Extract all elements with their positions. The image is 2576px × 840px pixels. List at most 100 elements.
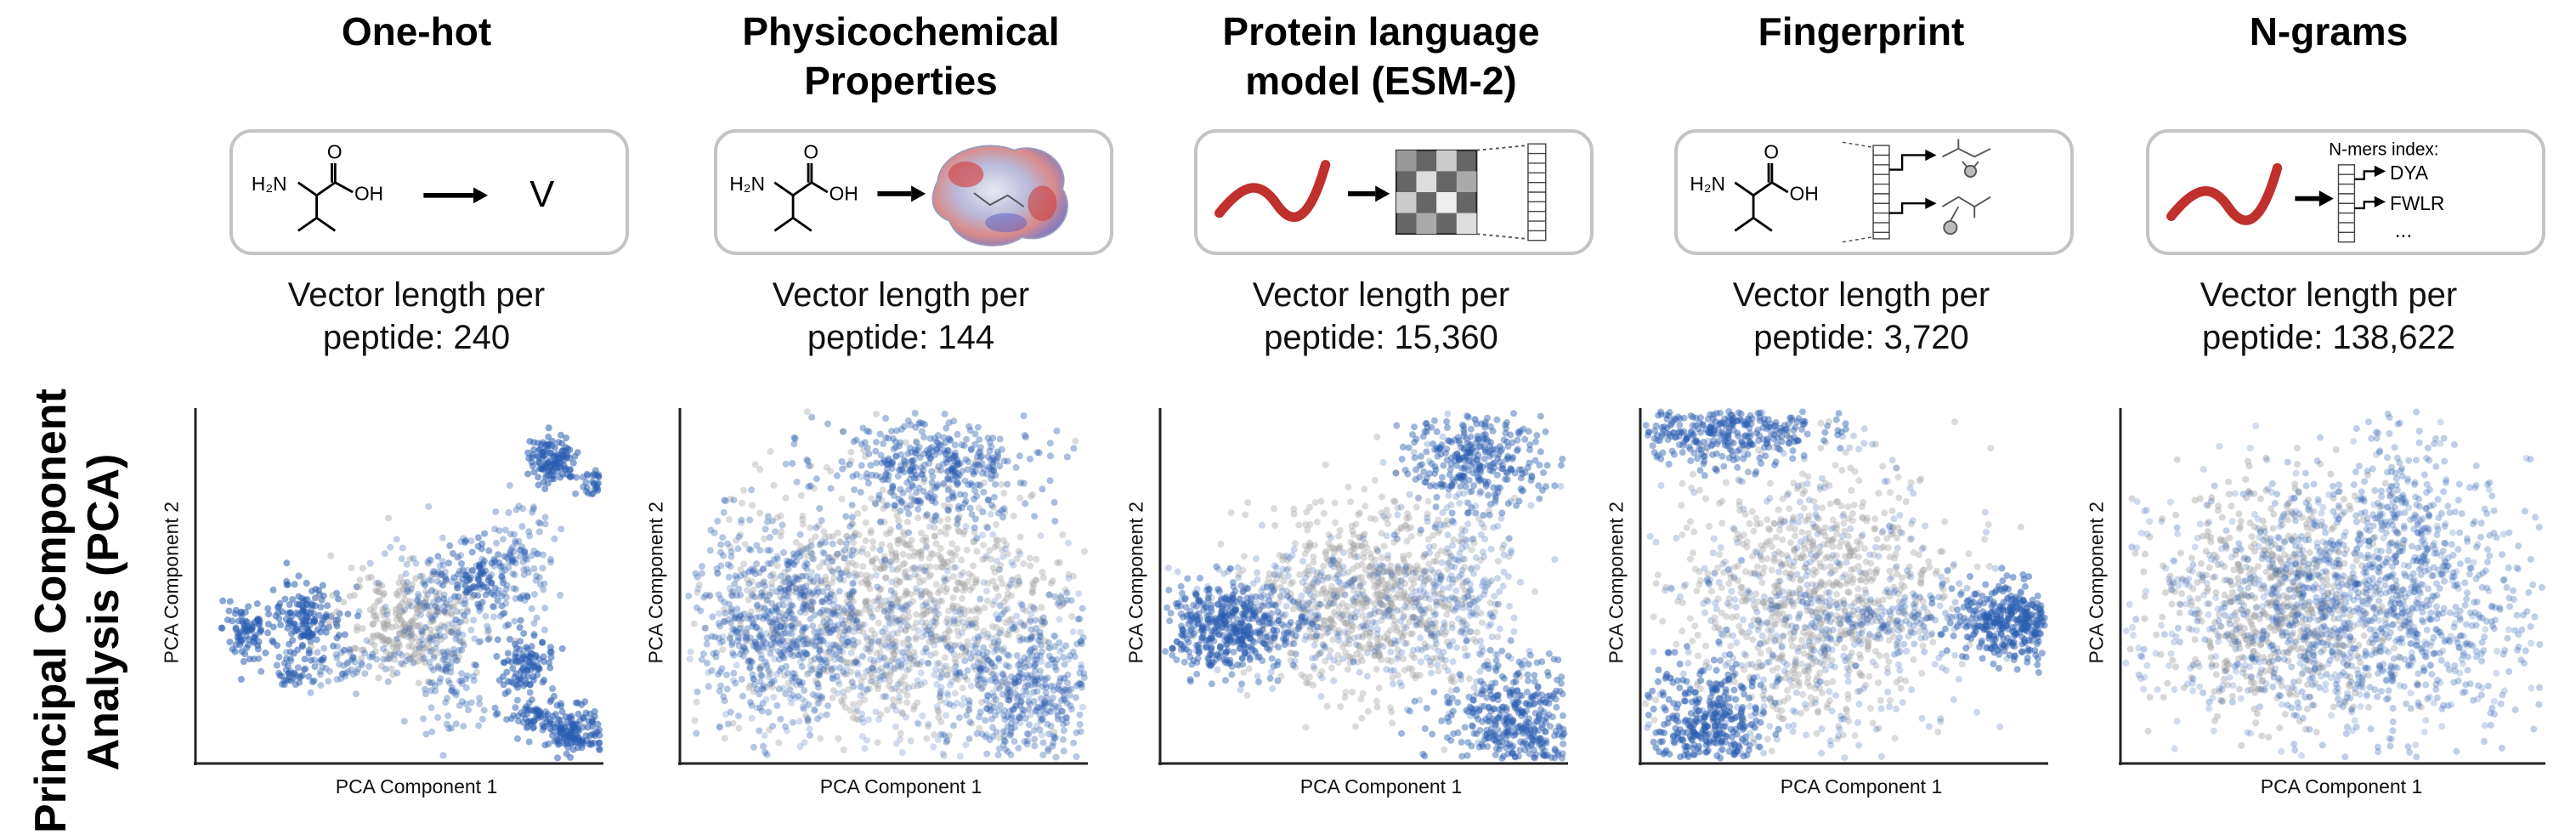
scatter-point xyxy=(826,594,834,601)
scatter-point xyxy=(799,516,807,523)
scatter-point xyxy=(912,471,920,479)
scatter-point xyxy=(977,699,985,706)
scatter-point xyxy=(814,700,822,707)
scatter-point xyxy=(843,591,851,599)
scatter-point xyxy=(841,658,848,666)
scatter-point xyxy=(484,636,492,644)
scatter-point xyxy=(462,701,470,708)
scatter-point xyxy=(945,419,953,427)
scatter-point xyxy=(925,627,932,634)
scatter-point xyxy=(720,617,728,625)
scatter-point xyxy=(1008,724,1015,732)
scatter-point xyxy=(370,620,377,627)
scatter-point xyxy=(736,613,744,620)
scatter-point xyxy=(854,672,862,679)
panel-one-hot: One-hot H₂N O OH V xyxy=(161,0,671,840)
scatter-point xyxy=(811,628,818,636)
scatter-point xyxy=(918,611,926,619)
scatter-point xyxy=(959,468,966,475)
scatter-point xyxy=(358,646,365,654)
scatter-point xyxy=(815,700,823,707)
scatter-point xyxy=(1056,648,1064,656)
scatter-point xyxy=(868,627,875,634)
scatter-point xyxy=(908,536,915,544)
scatter-point xyxy=(971,458,979,466)
scatter-point xyxy=(541,604,549,612)
scatter-point xyxy=(781,578,789,586)
scatter-point xyxy=(917,591,925,599)
scatter-point xyxy=(978,452,985,460)
scatter-point xyxy=(957,605,965,613)
scatter-point xyxy=(937,667,944,675)
scatter-point xyxy=(926,573,933,581)
scatter-point xyxy=(927,627,935,634)
scatter-point xyxy=(879,486,886,494)
scatter-point xyxy=(893,536,901,544)
scatter-point xyxy=(779,610,787,617)
scatter-point xyxy=(414,602,422,610)
scatter-point xyxy=(427,576,435,584)
scatter-point xyxy=(1009,625,1016,633)
scatter-point xyxy=(524,662,532,670)
scatter-point xyxy=(918,618,926,626)
scatter-point xyxy=(986,465,994,473)
scatter-point xyxy=(1033,676,1041,684)
scatter-point xyxy=(961,491,969,499)
scatter-point xyxy=(523,703,530,711)
scatter-point xyxy=(802,572,810,580)
scatter-point xyxy=(826,618,834,626)
scatter-point xyxy=(442,666,450,673)
scatter-point xyxy=(317,682,325,690)
scatter-point xyxy=(564,446,572,452)
scatter-point xyxy=(1320,562,1328,570)
scatter-point xyxy=(954,505,962,513)
scatter-point xyxy=(916,661,924,668)
scatter-point xyxy=(434,553,442,560)
scatter-point xyxy=(845,685,852,693)
scatter-point xyxy=(240,658,247,665)
scatter-point xyxy=(965,458,972,465)
scatter-point xyxy=(931,532,938,540)
scatter-point xyxy=(353,583,360,591)
scatter-point xyxy=(408,585,416,593)
scatter-point xyxy=(510,548,518,556)
scatter-point xyxy=(325,678,332,685)
scatter-point xyxy=(308,656,314,664)
scatter-point xyxy=(935,708,943,716)
scatter-point xyxy=(1036,638,1044,645)
scatter-point xyxy=(923,512,931,519)
scatter-point xyxy=(900,468,908,476)
scatter-point xyxy=(979,531,986,539)
scatter-point xyxy=(799,627,807,634)
scatter-point xyxy=(921,623,929,631)
scatter-point xyxy=(1039,485,1046,493)
scatter-point xyxy=(443,610,450,617)
scatter-point xyxy=(393,644,400,652)
scatter-point xyxy=(905,553,913,560)
scatter-point xyxy=(721,618,728,626)
scatter-point xyxy=(749,622,756,630)
scatter-point xyxy=(1040,702,1048,710)
scatter-point xyxy=(450,626,457,633)
scatter-point xyxy=(1362,539,1369,547)
scatter-point xyxy=(697,607,705,615)
scatter-point xyxy=(1317,497,1325,505)
scatter-point xyxy=(834,604,841,611)
scatter-point xyxy=(743,634,750,642)
scatter-point xyxy=(753,542,761,549)
scatter-point xyxy=(840,632,847,639)
scatter-point xyxy=(1016,550,1024,558)
scatter-point xyxy=(946,627,954,635)
scatter-point xyxy=(1413,672,1420,678)
scatter-point xyxy=(784,679,792,687)
scatter-point xyxy=(433,608,441,616)
scatter-point xyxy=(866,608,874,616)
scatter-point xyxy=(1051,663,1059,671)
scatter-point xyxy=(973,453,981,461)
scatter-point xyxy=(980,488,988,496)
scatter-point xyxy=(441,666,449,673)
scatter-point xyxy=(570,735,578,742)
scatter-point xyxy=(784,565,792,573)
scatter-point xyxy=(897,497,905,505)
scatter-point xyxy=(846,591,853,599)
